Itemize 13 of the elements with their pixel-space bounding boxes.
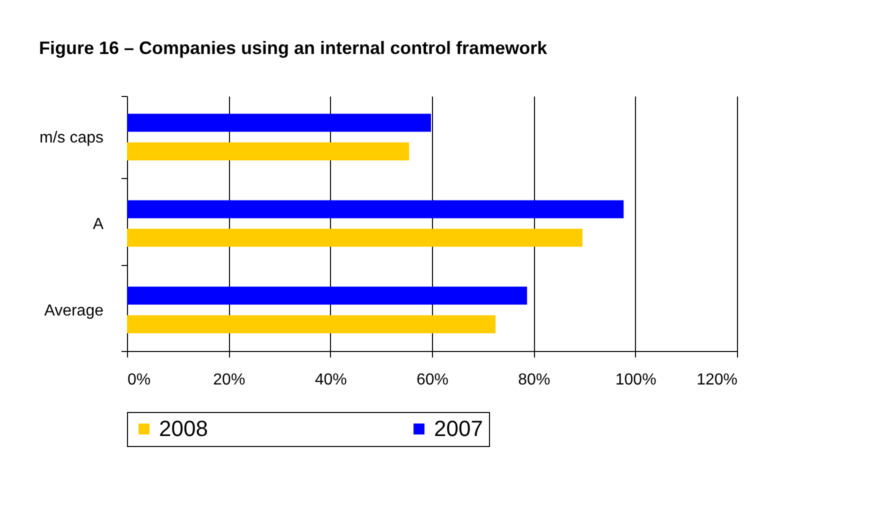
x-tick-label: 60% — [416, 372, 449, 388]
legend-label: 2008 — [159, 416, 208, 441]
chart-title: Figure 16 – Companies using an internal control framework — [38, 38, 548, 58]
x-tick-label: 40% — [314, 372, 347, 388]
y-tick-label: m/s caps — [39, 130, 104, 147]
x-tick-label: 120% — [696, 372, 738, 388]
y-tick-label: Average — [44, 302, 104, 320]
x-tick-label: 80% — [518, 372, 550, 388]
x-tick-label: 20% — [213, 372, 246, 388]
y-tick-label: A — [92, 216, 104, 233]
legend-label: 2007 — [434, 416, 483, 441]
x-tick-label: 100% — [615, 372, 656, 388]
x-tick-label: 0% — [128, 372, 151, 388]
